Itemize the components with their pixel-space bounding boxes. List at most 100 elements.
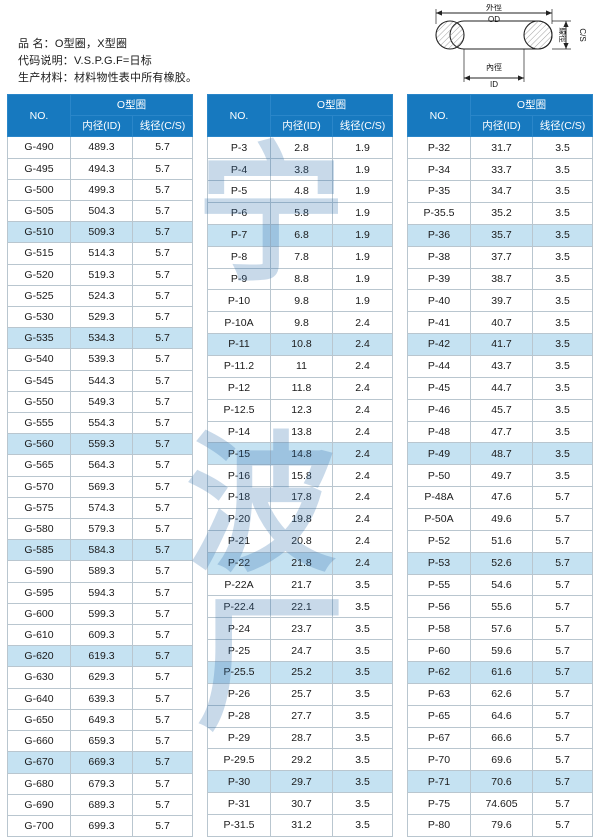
table-row: G-600 599.3 5.7 <box>7 602 193 626</box>
cell-id: 43.7 <box>470 355 533 378</box>
cell-no: G-490 <box>7 136 71 159</box>
cell-no: P-75 <box>407 792 471 816</box>
cell-id: 62.6 <box>470 682 533 706</box>
cell-cs: 5.7 <box>132 412 193 435</box>
cell-cs: 5.7 <box>132 454 193 477</box>
cell-no: P-15 <box>207 442 271 466</box>
cell-no: P-50A <box>407 508 471 531</box>
cell-id: 7.8 <box>270 245 333 269</box>
cell-cs: 5.7 <box>532 792 593 816</box>
cell-no: P-29 <box>207 726 271 750</box>
cell-id: 619.3 <box>70 645 133 668</box>
th-id-3: 内径(ID) <box>470 115 533 138</box>
cell-no: G-530 <box>7 306 71 329</box>
table-row: G-570 569.3 5.7 <box>7 475 193 498</box>
cell-id: 74.605 <box>470 792 533 816</box>
cell-cs: 3.5 <box>332 595 393 619</box>
th-group-1: O型圈 <box>70 93 193 117</box>
cell-no: P-67 <box>407 726 471 750</box>
cell-id: 38.7 <box>470 267 533 291</box>
spec-table-2: NO. O型圈 内径(ID) 线径(C/S) P-3 2.8 1.9 P-4 3.8 1.… <box>207 93 393 837</box>
cell-id: 5.8 <box>270 201 333 225</box>
table-row: G-490 489.3 5.7 <box>7 136 193 159</box>
table-row: G-545 544.3 5.7 <box>7 369 193 392</box>
table-row: G-555 554.3 5.7 <box>7 412 193 435</box>
cell-id: 61.6 <box>470 661 533 684</box>
cell-id: 47.7 <box>470 420 533 444</box>
cell-id: 509.3 <box>70 221 133 244</box>
cell-id: 69.6 <box>470 748 533 772</box>
table-row: P-26 25.7 3.5 <box>207 682 393 706</box>
cell-cs: 2.4 <box>332 442 393 466</box>
cell-cs: 1.9 <box>332 245 393 269</box>
cell-no: P-52 <box>407 529 471 553</box>
cell-id: 24.7 <box>270 639 333 663</box>
cell-no: G-570 <box>7 475 71 498</box>
table-row: P-49 48.7 3.5 <box>407 442 593 466</box>
cell-no: P-25 <box>207 639 271 663</box>
table-wrap-3: NO. O型圈 内径(ID) 线径(C/S) P-32 31.7 3.5 P-34 33… <box>400 93 600 837</box>
material-line: 生产材料：材料物性表中所有橡胶。 <box>18 72 198 84</box>
cell-no: P-49 <box>407 442 471 466</box>
table-row: P-6 5.8 1.9 <box>207 201 393 225</box>
table-row: G-590 589.3 5.7 <box>7 560 193 583</box>
table-row: G-690 689.3 5.7 <box>7 793 193 816</box>
table-row: P-22.4 22.1 3.5 <box>207 595 393 619</box>
cell-no: P-50 <box>407 464 471 488</box>
cell-id: 649.3 <box>70 708 133 732</box>
cell-cs: 5.7 <box>532 529 593 553</box>
cell-cs: 5.7 <box>132 242 193 265</box>
table-wrap-1: NO. O型圈 内径(ID) 线径(C/S) G-490 489.3 5.7 G-49… <box>0 93 200 837</box>
cell-id: 524.3 <box>70 284 133 308</box>
table-row: G-670 669.3 5.7 <box>7 751 193 774</box>
cell-cs: 5.7 <box>132 496 193 520</box>
cell-no: P-63 <box>407 682 471 706</box>
cell-cs: 3.5 <box>532 311 593 335</box>
cell-id: 13.8 <box>270 420 333 444</box>
th-no-2: NO. <box>207 93 271 138</box>
cell-cs: 5.7 <box>132 814 193 837</box>
cell-no: P-42 <box>407 333 471 356</box>
cell-no: G-660 <box>7 730 71 753</box>
table-row: P-56 55.6 5.7 <box>407 595 593 619</box>
cell-id: 66.6 <box>470 726 533 750</box>
cell-no: G-600 <box>7 602 71 626</box>
cell-no: P-29.5 <box>207 748 271 772</box>
cell-no: G-575 <box>7 496 71 520</box>
table-row: P-80 79.6 5.7 <box>407 814 593 837</box>
table-wrap-2: NO. O型圈 内径(ID) 线径(C/S) P-3 2.8 1.9 P-4 3.8 1.… <box>200 93 400 837</box>
table-row: P-4 3.8 1.9 <box>207 158 393 182</box>
table-row: P-70 69.6 5.7 <box>407 748 593 772</box>
cell-no: P-24 <box>207 617 271 641</box>
cell-cs: 3.5 <box>532 289 593 313</box>
table-row: P-38 37.7 3.5 <box>407 245 593 269</box>
sheet-header: 品 名：O型圈，X型圈 代码说明：V.S.P.G.F=日标 生产材料：材料物性表… <box>0 0 600 92</box>
table-row: G-630 629.3 5.7 <box>7 666 193 689</box>
table-row: P-42 41.7 3.5 <box>407 333 593 356</box>
spec-table-2-body: P-3 2.8 1.9 P-4 3.8 1.9 P-5 4.8 1.9 P-6 5.8 1.9 P-7 6… <box>207 136 393 837</box>
cell-cs: 5.7 <box>532 661 593 684</box>
cell-no: P-39 <box>407 267 471 291</box>
cell-no: P-10A <box>207 311 271 335</box>
th-id-1: 内径(ID) <box>70 115 133 138</box>
cell-cs: 5.7 <box>532 770 593 794</box>
cs-label: C/S <box>578 28 587 41</box>
cell-id: 12.3 <box>270 398 333 422</box>
table-row: P-32 31.7 3.5 <box>407 136 593 160</box>
table-row: P-39 38.7 3.5 <box>407 267 593 291</box>
cell-no: P-14 <box>207 420 271 444</box>
table-row: P-36 35.7 3.5 <box>407 223 593 247</box>
cell-id: 21.7 <box>270 573 333 597</box>
cell-cs: 5.7 <box>532 639 593 663</box>
cell-cs: 1.9 <box>332 158 393 182</box>
cell-id: 589.3 <box>70 560 133 583</box>
cell-cs: 5.7 <box>132 751 193 774</box>
table-row: P-30 29.7 3.5 <box>207 770 393 794</box>
cell-no: G-565 <box>7 454 71 477</box>
cell-id: 25.2 <box>270 661 333 684</box>
table-row: P-22 21.8 2.4 <box>207 551 393 575</box>
cell-cs: 5.7 <box>132 581 193 604</box>
cell-cs: 2.4 <box>332 508 393 531</box>
cell-no: P-40 <box>407 289 471 313</box>
